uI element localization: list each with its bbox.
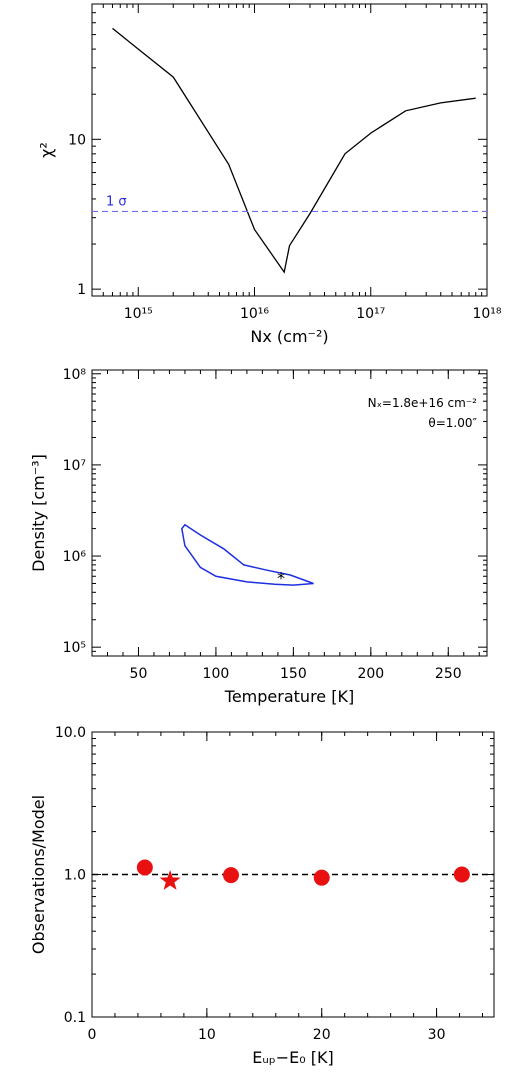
chi2-panel: 10¹⁵ 10¹⁶ 10¹⁷ 10¹⁸ 1 10 Nx (cm⁻²) χ² 1 σ	[37, 3, 502, 346]
x-tick-label: 0	[88, 1027, 97, 1043]
y-axis-label: Observations/Model	[29, 795, 48, 954]
y-axis-label: χ²	[37, 142, 56, 158]
y-tick-label: 10⁶	[63, 549, 87, 565]
y-tick-label: 1	[77, 282, 86, 298]
x-tick-label: 50	[130, 666, 148, 682]
x-tick-label: 10¹⁷	[356, 306, 385, 322]
best-fit-marker: *	[277, 569, 285, 588]
x-tick-label: 200	[357, 666, 384, 682]
y-tick-label: 10.0	[55, 725, 86, 741]
y-tick-label: 10⁸	[63, 367, 87, 383]
data-point	[453, 866, 470, 883]
x-tick-label: 150	[280, 666, 307, 682]
confidence-contour	[181, 523, 314, 586]
data-point	[222, 867, 239, 884]
one-sigma-label: 1 σ	[106, 194, 127, 209]
y-tick-label: 10⁷	[63, 458, 86, 474]
x-tick-label: 30	[428, 1027, 446, 1043]
plot-frame	[91, 369, 488, 657]
y-tick-label: 10⁵	[63, 640, 86, 656]
x-axis-label: Nx (cm⁻²)	[250, 327, 328, 346]
data-point	[313, 869, 330, 886]
x-axis-label: Eᵤₚ−E₀ [K]	[252, 1048, 333, 1067]
x-tick-label: 10¹⁶	[240, 306, 269, 322]
star-data-point	[159, 870, 181, 890]
obs-model-panel: 0 10 20 30 0.1 1.0 10.0 Eᵤₚ−E₀ [K] Observations/…	[29, 725, 495, 1067]
y-axis-label: Density [cm⁻³]	[29, 454, 48, 572]
x-tick-label: 20	[313, 1027, 331, 1043]
density-temperature-panel: 50 100 150 200 250 10⁵ 10⁶ 10⁷ 10⁸ Temperature [K…	[29, 367, 488, 706]
x-tick-label: 10¹⁵	[124, 306, 153, 322]
x-axis-label: Temperature [K]	[224, 687, 354, 706]
chi2-curve	[112, 27, 476, 274]
y-tick-label: 0.1	[64, 1010, 86, 1026]
x-tick-label: 250	[435, 666, 462, 682]
y-tick-label: 10	[68, 132, 86, 148]
beam-size-annotation: θ=1.00″	[428, 416, 477, 430]
x-tick-label: 100	[203, 666, 230, 682]
y-tick-label: 1.0	[64, 868, 86, 884]
plot-frame	[91, 3, 488, 297]
x-tick-label: 10¹⁸	[472, 306, 501, 322]
column-density-annotation: Nₓ=1.8e+16 cm⁻²	[368, 396, 478, 410]
data-point	[136, 859, 153, 876]
x-tick-label: 10	[198, 1027, 216, 1043]
